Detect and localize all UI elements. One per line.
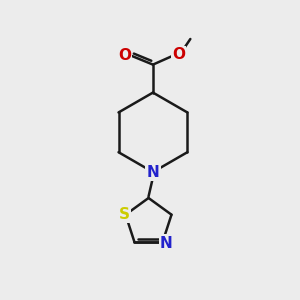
Text: N: N	[147, 165, 159, 180]
Text: O: O	[172, 47, 185, 62]
Text: S: S	[118, 207, 130, 222]
Text: N: N	[160, 236, 172, 250]
Text: O: O	[118, 48, 131, 63]
